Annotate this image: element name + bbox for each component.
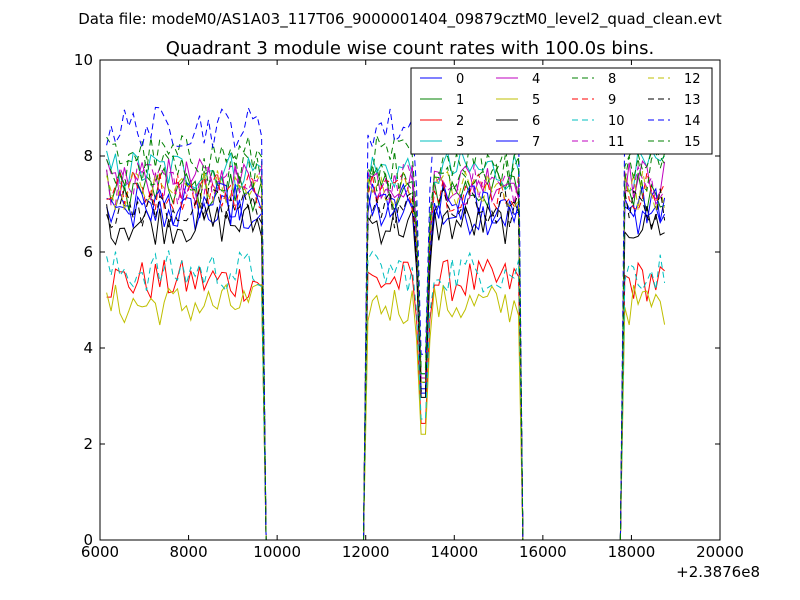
y-tick-label: 0 (83, 531, 93, 549)
x-tick-label: 20000 (696, 543, 744, 561)
legend-label-10: 10 (608, 114, 625, 129)
series-line-13 (106, 187, 666, 541)
legend-label-1: 1 (456, 93, 464, 108)
legend-label-3: 3 (456, 135, 464, 150)
y-tick-label: 6 (83, 243, 93, 261)
x-tick-label: 8000 (169, 543, 207, 561)
x-tick-label: 6000 (81, 543, 119, 561)
y-tick-label: 10 (74, 51, 93, 69)
axis-tick-labels: 6000 8000 10000 12000 14000 16000 18000 20000 0 2… (74, 51, 744, 561)
x-tick-label: 18000 (608, 543, 656, 561)
x-offset-label: +2.3876e8 (676, 563, 760, 581)
legend-label-14: 14 (684, 114, 701, 129)
x-tick-label: 10000 (253, 543, 301, 561)
suptitle: Data file: modeM0/AS1A03_117T06_90000014… (78, 10, 722, 29)
legend-label-11: 11 (608, 135, 625, 150)
y-tick-label: 4 (83, 339, 93, 357)
legend-label-6: 6 (532, 114, 540, 129)
axis-ticks (99, 59, 721, 541)
y-tick-label: 8 (83, 147, 93, 165)
legend-box (410, 67, 713, 155)
x-tick-label: 16000 (519, 543, 567, 561)
legend-label-0: 0 (456, 72, 464, 87)
legend-label-8: 8 (608, 72, 616, 87)
legend-label-7: 7 (532, 135, 540, 150)
legend-label-2: 2 (456, 114, 464, 129)
chart-title: Quadrant 3 module wise count rates with … (166, 38, 655, 59)
legend-label-5: 5 (532, 93, 540, 108)
legend-label-9: 9 (608, 93, 616, 108)
x-tick-label: 14000 (430, 543, 478, 561)
x-tick-label: 12000 (342, 543, 390, 561)
legend-label-13: 13 (684, 93, 701, 108)
plot-border (99, 59, 721, 541)
legend-label-12: 12 (684, 72, 701, 87)
legend-label-15: 15 (684, 135, 701, 150)
series-line-14 (106, 106, 666, 541)
y-tick-label: 2 (83, 435, 93, 453)
legend-label-4: 4 (532, 72, 540, 87)
